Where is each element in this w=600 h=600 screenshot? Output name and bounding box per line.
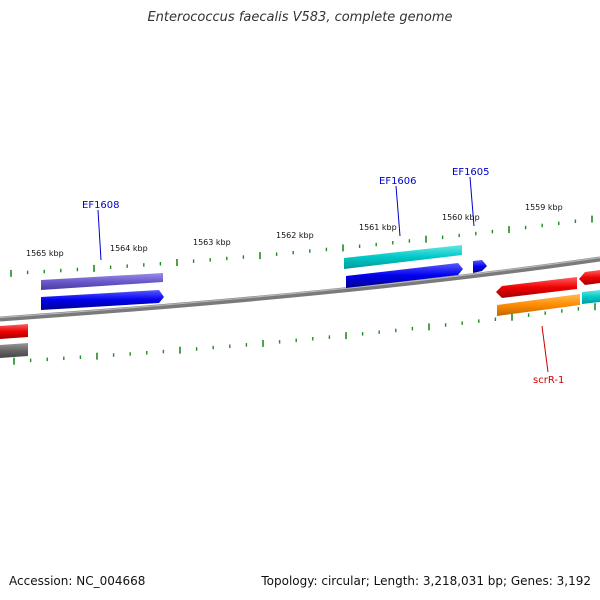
label-ef1606[interactable]: EF1606 [379,176,417,187]
tick-label-1560: 1560 kbp [442,213,480,222]
label-ef1605[interactable]: EF1605 [452,167,490,178]
gene-ef1605[interactable] [473,260,487,273]
gene-red-1[interactable] [496,277,577,298]
gene-red-2[interactable] [579,270,600,285]
gene-cyan-right[interactable] [582,290,600,304]
label-ef1608[interactable]: EF1608 [82,200,120,211]
genome-summary-text: Topology: circular; Length: 3,218,031 bp… [261,574,591,588]
genome-backbone [0,256,600,322]
tick-label-1559: 1559 kbp [525,203,563,212]
tick-label-1562: 1562 kbp [276,231,314,240]
tick-label-1563: 1563 kbp [193,238,231,247]
gene-ef1606-outer[interactable] [344,245,462,269]
gene-ef1608[interactable] [41,290,164,310]
gene-ef1608-outer[interactable] [41,273,163,290]
gene-red-left[interactable] [0,324,28,339]
accession-text: Accession: NC_004668 [9,574,146,588]
leader-ef1606 [395,185,401,237]
gene-ef1606[interactable] [346,263,463,288]
gene-scrR-1[interactable] [497,294,580,316]
tick-label-1565: 1565 kbp [26,249,64,258]
tick-label-1564: 1564 kbp [110,244,148,253]
map-title: Enterococcus faecalis V583, complete gen… [147,10,453,25]
tick-marks-outer [10,215,593,277]
label-scrR-1[interactable]: scrR-1 [533,375,564,386]
leader-ef1605 [469,176,475,227]
gene-gray-left[interactable] [0,343,28,358]
tick-marks-inner [13,303,596,365]
tick-label-1561: 1561 kbp [359,223,397,232]
leader-ef1608 [97,209,102,261]
leader-scrR-1 [541,325,549,373]
